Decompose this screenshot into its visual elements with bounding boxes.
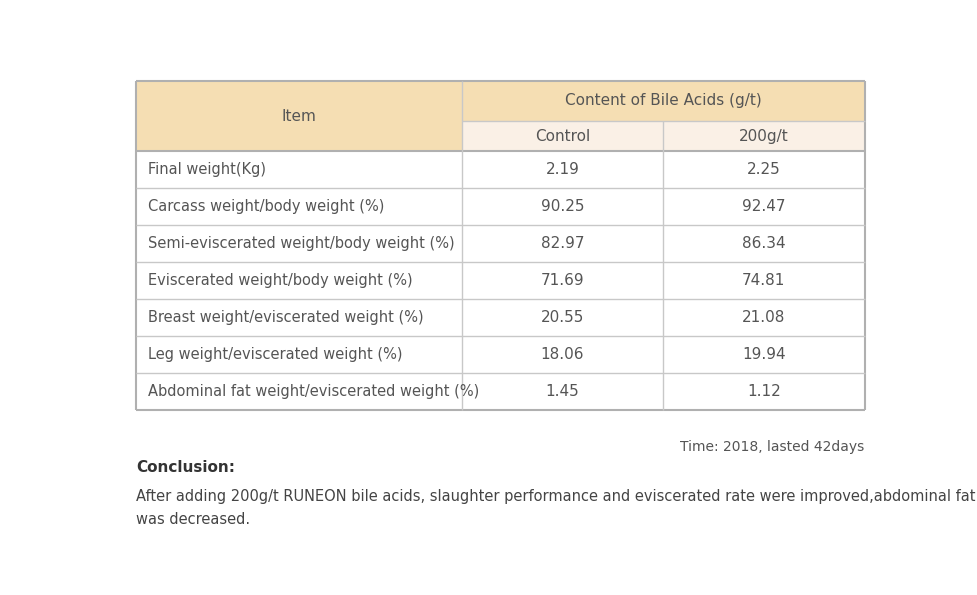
Text: After adding 200g/t RUNEON bile acids, slaughter performance and eviscerated rat: After adding 200g/t RUNEON bile acids, s…	[136, 488, 977, 527]
Text: Content of Bile Acids (g/t): Content of Bile Acids (g/t)	[565, 93, 761, 108]
Text: Semi-eviscerated weight/body weight (%): Semi-eviscerated weight/body weight (%)	[148, 236, 454, 251]
Text: Final weight(Kg): Final weight(Kg)	[148, 162, 266, 177]
Text: Breast weight/eviscerated weight (%): Breast weight/eviscerated weight (%)	[148, 311, 423, 325]
Text: Time: 2018, lasted 42days: Time: 2018, lasted 42days	[680, 440, 865, 454]
Text: 90.25: 90.25	[540, 199, 584, 214]
Bar	[461, 81, 865, 121]
Text: 71.69: 71.69	[540, 273, 584, 289]
Text: Control: Control	[534, 129, 590, 143]
Text: 200g/t: 200g/t	[739, 129, 788, 143]
Text: Conclusion:: Conclusion:	[136, 461, 235, 475]
Text: 19.94: 19.94	[742, 347, 786, 362]
Text: Leg weight/eviscerated weight (%): Leg weight/eviscerated weight (%)	[148, 347, 403, 362]
Text: 82.97: 82.97	[540, 236, 584, 251]
Text: 74.81: 74.81	[743, 273, 786, 289]
Text: Item: Item	[281, 108, 317, 124]
Bar	[136, 81, 461, 152]
Text: 2.25: 2.25	[747, 162, 781, 177]
Text: Eviscerated weight/body weight (%): Eviscerated weight/body weight (%)	[148, 273, 412, 289]
Text: 21.08: 21.08	[743, 311, 786, 325]
Text: 86.34: 86.34	[742, 236, 786, 251]
Text: Carcass weight/body weight (%): Carcass weight/body weight (%)	[148, 199, 384, 214]
Text: Abdominal fat weight/eviscerated weight (%): Abdominal fat weight/eviscerated weight …	[148, 384, 479, 399]
Text: 20.55: 20.55	[540, 311, 584, 325]
Text: 18.06: 18.06	[540, 347, 584, 362]
Text: 1.12: 1.12	[747, 384, 781, 399]
Text: 2.19: 2.19	[545, 162, 579, 177]
Bar	[461, 121, 865, 152]
Text: 92.47: 92.47	[743, 199, 786, 214]
Text: 1.45: 1.45	[545, 384, 579, 399]
